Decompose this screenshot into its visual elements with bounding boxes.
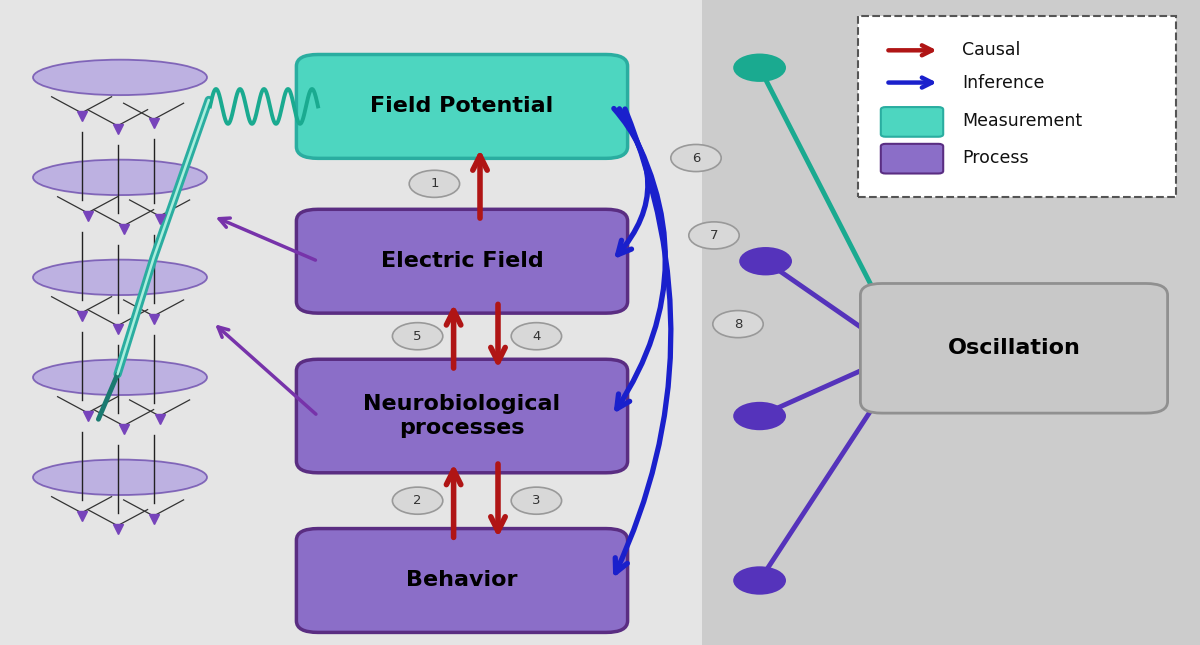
FancyBboxPatch shape [702,0,1200,645]
Text: 4: 4 [533,330,540,342]
Circle shape [733,54,786,82]
Circle shape [409,170,460,197]
FancyBboxPatch shape [881,107,943,137]
Text: Causal: Causal [962,41,1021,59]
Ellipse shape [34,159,208,195]
Text: Measurement: Measurement [962,112,1082,130]
Circle shape [713,311,763,338]
FancyBboxPatch shape [296,359,628,473]
Text: 7: 7 [709,229,719,242]
Circle shape [671,144,721,172]
Circle shape [511,487,562,514]
FancyBboxPatch shape [881,144,943,174]
Text: Field Potential: Field Potential [371,96,553,117]
Text: 2: 2 [413,494,422,507]
Text: Process: Process [962,149,1030,167]
Circle shape [733,402,786,430]
FancyBboxPatch shape [296,55,628,159]
FancyBboxPatch shape [860,284,1168,413]
Text: Oscillation: Oscillation [948,338,1080,359]
FancyBboxPatch shape [858,16,1176,197]
Circle shape [733,566,786,595]
Text: Behavior: Behavior [407,570,517,591]
Circle shape [511,322,562,350]
Ellipse shape [34,459,208,495]
Text: 1: 1 [430,177,439,190]
Text: Neurobiological
processes: Neurobiological processes [364,395,560,437]
Text: 3: 3 [532,494,541,507]
Text: 8: 8 [734,317,742,331]
Circle shape [739,247,792,275]
Ellipse shape [34,360,208,395]
Text: Inference: Inference [962,74,1045,92]
Text: 6: 6 [692,152,700,164]
Ellipse shape [34,59,208,95]
Text: Electric Field: Electric Field [380,251,544,272]
Circle shape [392,487,443,514]
FancyBboxPatch shape [296,529,628,632]
FancyBboxPatch shape [0,0,702,645]
Ellipse shape [34,259,208,295]
Text: 5: 5 [413,330,422,342]
Circle shape [689,222,739,249]
FancyBboxPatch shape [296,209,628,313]
Circle shape [392,322,443,350]
